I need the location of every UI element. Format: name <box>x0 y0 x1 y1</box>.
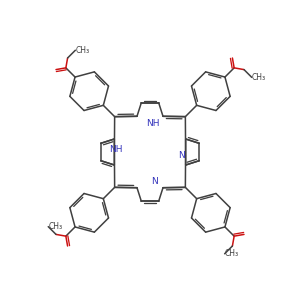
Text: CH₃: CH₃ <box>48 222 62 231</box>
Text: CH₃: CH₃ <box>75 46 89 55</box>
Text: NH: NH <box>146 119 160 128</box>
Text: CH₃: CH₃ <box>252 73 266 82</box>
Text: CH₃: CH₃ <box>225 249 239 258</box>
Text: N: N <box>152 177 158 186</box>
Text: NH: NH <box>110 145 123 154</box>
Text: N: N <box>178 151 185 160</box>
